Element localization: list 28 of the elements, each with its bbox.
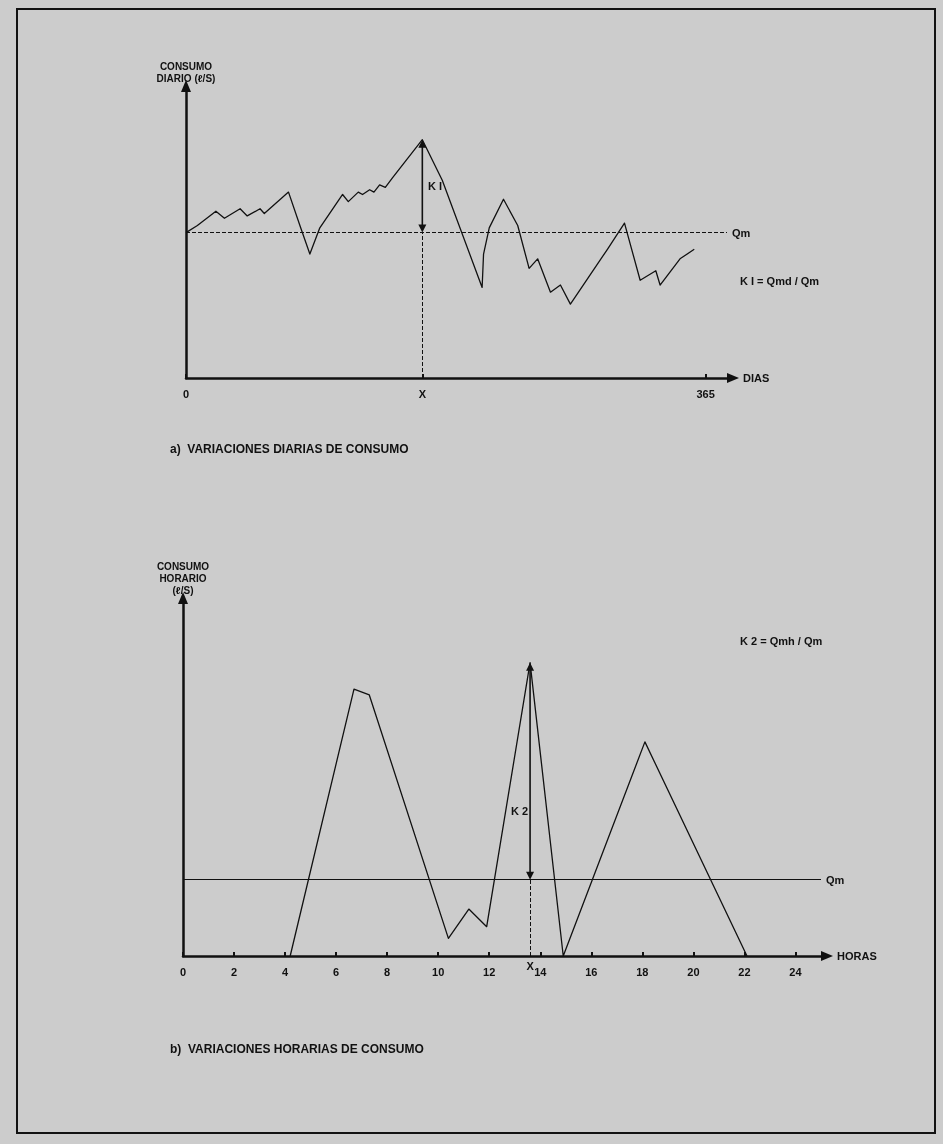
x-tick-label: X (418, 387, 427, 400)
x-tick-label: 0 (179, 965, 187, 978)
x-tick-label: 22 (738, 965, 751, 978)
x-axis-title: HORAS (837, 950, 877, 962)
y-axis-title: CONSUMO DIARIO (ℓ/S) (156, 60, 216, 84)
ref-line-label: Qm (826, 873, 845, 886)
x-axis-title: DIAS (743, 372, 770, 384)
x-tick-label: 24 (789, 965, 803, 978)
x-tick-label: 2 (230, 965, 238, 978)
y-axis-title: CONSUMO HORARIO (ℓ/S) (156, 560, 210, 596)
x-tick-label: 16 (585, 965, 598, 978)
x-tick-label: 12 (483, 965, 496, 978)
x-tick-label: 14 (534, 965, 548, 978)
x-tick-label: 4 (282, 965, 290, 978)
x-tick-label: 18 (636, 965, 649, 978)
annotation: K I (428, 179, 443, 192)
text: b) VARIACIONES HORARIAS DE CONSUMO (170, 1042, 424, 1056)
x-tick-label: 6 (333, 965, 340, 978)
text: a) VARIACIONES DIARIAS DE CONSUMO (170, 442, 409, 456)
x-tick-label: 0 (182, 387, 190, 400)
text: K I = Qmd / Qm (740, 274, 820, 287)
x-tick-label: 8 (384, 965, 391, 978)
x-tick-label: 20 (687, 965, 700, 978)
text: K 2 = Qmh / Qm (740, 634, 823, 647)
ref-line-label: Qm (732, 226, 751, 239)
annotation: K 2 (511, 804, 529, 817)
x-tick-label: 365 (696, 387, 715, 400)
x-tick-label: 10 (432, 965, 445, 978)
